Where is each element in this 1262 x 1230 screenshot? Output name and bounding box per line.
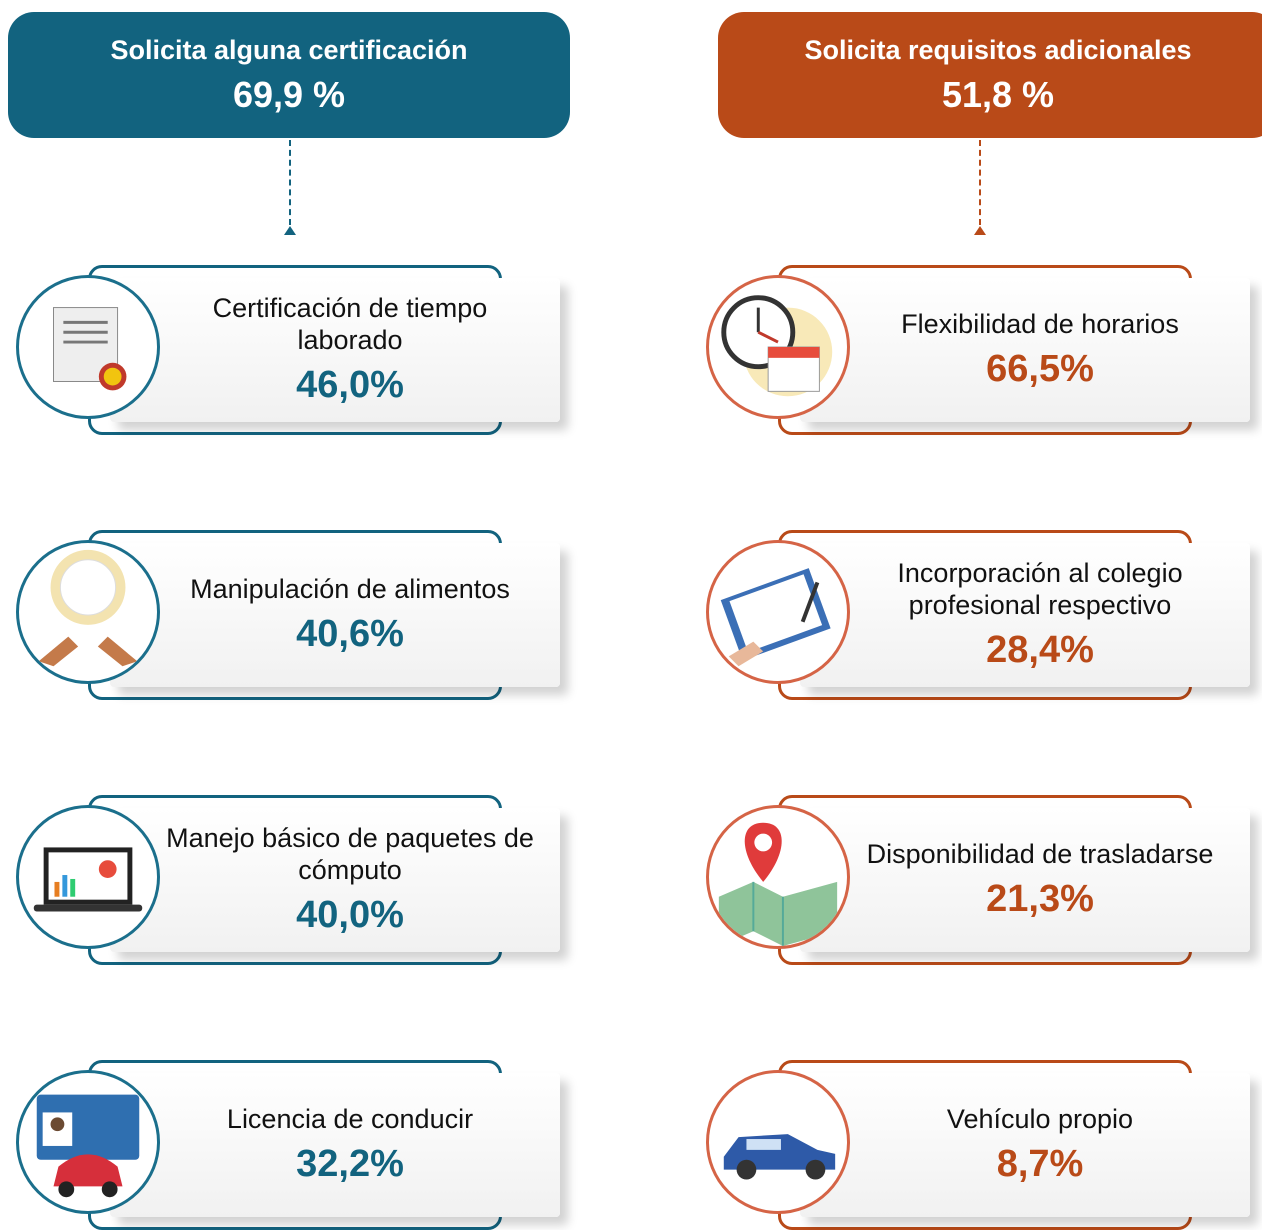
card-text: Incorporación al colegio profesional res… bbox=[850, 543, 1230, 687]
header-value: 51,8 % bbox=[941, 73, 1055, 115]
item-value: 40,6% bbox=[296, 613, 404, 656]
icon bbox=[36, 1094, 140, 1198]
header-box: Solicita requisitos adicionales 51,8 % bbox=[718, 12, 1262, 138]
card-panel bbox=[800, 808, 1250, 952]
card-text: Disponibilidad de trasladarse 21,3% bbox=[850, 808, 1230, 952]
icon bbox=[720, 568, 831, 667]
item-label: Certificación de tiempo laborado bbox=[212, 293, 488, 355]
icon-circle bbox=[16, 805, 160, 949]
icon bbox=[38, 549, 138, 667]
item-value: 8,7% bbox=[996, 1143, 1084, 1186]
card-panel bbox=[800, 543, 1250, 687]
icon-circle bbox=[706, 1070, 850, 1214]
item-label: Manejo básico de paquetes de cómputo bbox=[166, 823, 534, 885]
card-text: Manejo básico de paquetes de cómputo 40,0… bbox=[160, 808, 540, 952]
header-value: 69,9 % bbox=[232, 73, 346, 115]
item-value: 32,2% bbox=[296, 1143, 404, 1186]
icon-circle bbox=[16, 540, 160, 684]
connector bbox=[289, 140, 291, 225]
header-box: Solicita alguna certificación 69,9 % bbox=[8, 12, 570, 138]
card-text: Licencia de conducir 32,2% bbox=[160, 1073, 540, 1217]
card-panel bbox=[800, 1073, 1250, 1217]
item-label: Licencia de conducir bbox=[226, 1103, 474, 1134]
item-label: Disponibilidad de trasladarse bbox=[866, 838, 1214, 869]
icon bbox=[718, 822, 838, 946]
card-text: Vehículo propio 8,7% bbox=[850, 1073, 1230, 1217]
connector bbox=[979, 140, 981, 225]
card-panel bbox=[800, 278, 1250, 422]
card-text: Manipulación de alimentos 40,6% bbox=[160, 543, 540, 687]
item-value: 40,0% bbox=[296, 893, 404, 936]
item-value: 28,4% bbox=[986, 628, 1094, 671]
icon-circle bbox=[706, 275, 850, 419]
item-value: 66,5% bbox=[986, 348, 1094, 391]
arrow-head bbox=[284, 226, 296, 235]
arrow-head bbox=[974, 226, 986, 235]
card-text: Certificación de tiempo laborado 46,0% bbox=[160, 278, 540, 422]
item-label: Flexibilidad de horarios bbox=[901, 308, 1179, 339]
item-value: 46,0% bbox=[296, 363, 404, 406]
card-panel bbox=[110, 543, 560, 687]
item-label: Manipulación de alimentos bbox=[190, 573, 510, 604]
icon-circle bbox=[706, 805, 850, 949]
card-panel bbox=[110, 278, 560, 422]
header-title: Solicita alguna certificación bbox=[110, 34, 468, 65]
card-text: Flexibilidad de horarios 66,5% bbox=[850, 278, 1230, 422]
header-title: Solicita requisitos adicionales bbox=[804, 34, 1192, 65]
icon bbox=[33, 847, 143, 912]
item-label: Incorporación al colegio profesional res… bbox=[897, 558, 1183, 620]
icon-circle bbox=[16, 275, 160, 419]
icon bbox=[723, 1134, 836, 1180]
card-panel bbox=[110, 808, 560, 952]
icon bbox=[53, 307, 127, 391]
icon-circle bbox=[706, 540, 850, 684]
icon-circle bbox=[16, 1070, 160, 1214]
card-panel bbox=[110, 1073, 560, 1217]
icon bbox=[721, 295, 833, 397]
item-label: Vehículo propio bbox=[946, 1103, 1134, 1134]
item-value: 21,3% bbox=[986, 878, 1094, 921]
